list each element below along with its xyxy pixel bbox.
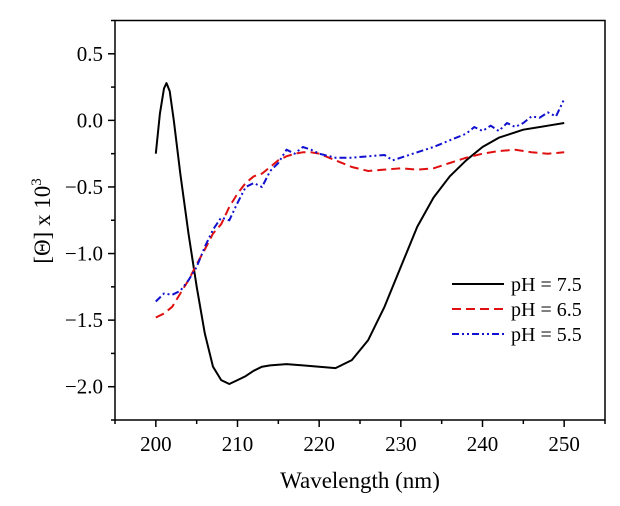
y-tick-label: −2.0 <box>65 375 103 399</box>
y-tick-label: 0.5 <box>77 42 103 66</box>
x-tick-label: 200 <box>140 432 172 456</box>
x-axis-label: Wavelength (nm) <box>280 468 440 493</box>
x-tick-label: 240 <box>467 432 499 456</box>
series-lines <box>154 82 566 385</box>
x-tick-label: 210 <box>222 432 254 456</box>
axes: 200 210 220 230 240 250 0.5 0.0 −0.5 −1.0 −1.5 −2.0 <box>65 19 606 456</box>
legend-label: pH = 5.5 <box>511 324 582 346</box>
x-tick-label: 230 <box>385 432 417 456</box>
y-tick-label: −1.0 <box>65 242 103 266</box>
legend-label: pH = 6.5 <box>511 299 582 321</box>
x-tick-label: 250 <box>548 432 580 456</box>
x-tick-label: 220 <box>303 432 335 456</box>
legend-label: pH = 7.5 <box>511 274 582 296</box>
y-axis-label: [Θ] x 103 <box>29 178 55 263</box>
series-line <box>155 148 565 319</box>
legend: pH = 7.5 pH = 6.5 pH = 5.5 <box>452 274 582 346</box>
y-axis-label-sup: 3 <box>29 178 45 186</box>
y-axis-label-main: [Θ] x 10 <box>30 186 55 264</box>
y-tick-label: −1.5 <box>65 308 103 332</box>
series-line <box>154 82 565 385</box>
y-tick-label: −0.5 <box>65 175 103 199</box>
plot-frame <box>114 19 606 421</box>
series-line <box>155 98 566 303</box>
y-tick-label: 0.0 <box>77 108 103 132</box>
